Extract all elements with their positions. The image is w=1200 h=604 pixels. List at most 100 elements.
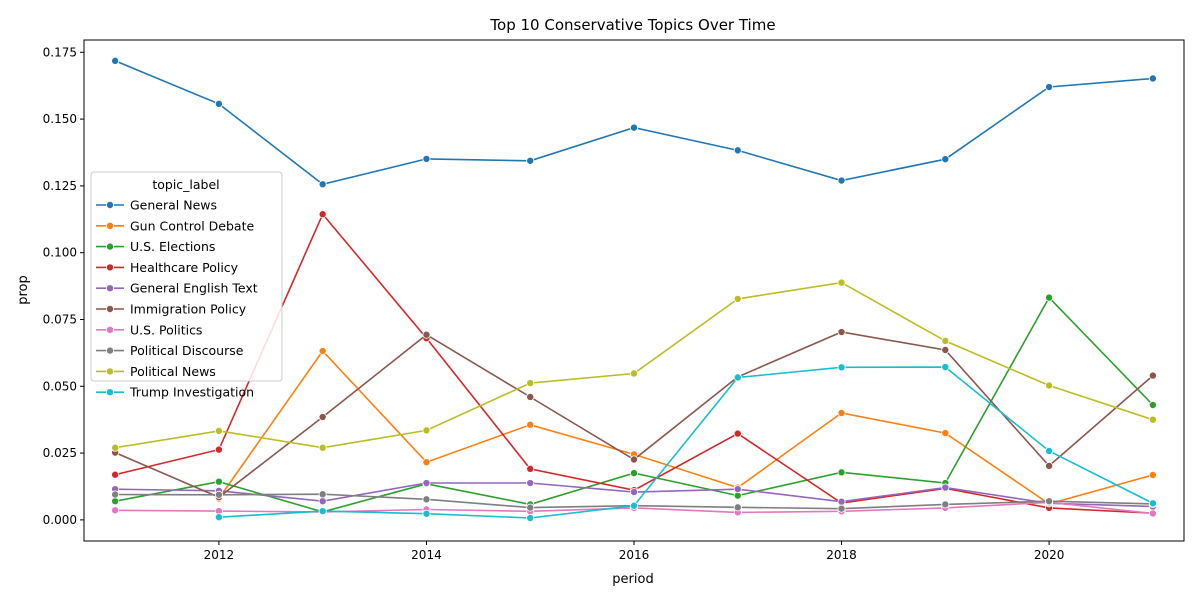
x-tick-label: 2020	[1034, 548, 1065, 562]
series-8	[111, 278, 1157, 452]
data-point	[941, 345, 950, 354]
data-point	[941, 363, 950, 372]
data-point	[837, 497, 846, 506]
data-point	[733, 146, 742, 155]
legend: topic_label General News Gun Control Deba…	[90, 171, 283, 400]
legend-entry: Political Discourse	[96, 343, 244, 358]
legend-swatch-marker	[106, 346, 115, 355]
data-point	[214, 99, 223, 108]
data-point	[111, 497, 120, 506]
data-point	[214, 490, 223, 499]
y-tick-label: 0.075	[43, 312, 77, 326]
data-point	[526, 379, 535, 388]
data-point	[1045, 381, 1054, 390]
legend-label: General News	[130, 198, 217, 213]
data-point	[214, 477, 223, 486]
data-point	[733, 485, 742, 494]
legend-label: Gun Control Debate	[130, 218, 254, 233]
y-tick-label: 0.150	[43, 112, 77, 126]
data-point	[422, 426, 431, 435]
series-line	[218, 349, 1154, 505]
chart-title: Top 10 Conservative Topics Over Time	[489, 16, 775, 34]
data-point	[422, 330, 431, 339]
data-point	[111, 443, 120, 452]
data-point	[837, 468, 846, 477]
legend-swatch-marker	[106, 367, 115, 376]
data-point	[526, 479, 535, 488]
legend-label: Political Discourse	[130, 343, 244, 358]
x-tick-label: 2012	[204, 548, 235, 562]
data-point	[630, 123, 639, 132]
data-point	[422, 479, 431, 488]
legend-swatch-marker	[106, 388, 115, 397]
data-point	[318, 490, 327, 499]
legend-label: Immigration Policy	[130, 302, 247, 317]
data-point	[1148, 371, 1157, 380]
data-point	[941, 500, 950, 509]
data-point	[941, 483, 950, 492]
series-0	[111, 56, 1157, 189]
y-tick-label: 0.000	[43, 513, 77, 527]
data-point	[422, 509, 431, 518]
series-line	[218, 366, 1154, 519]
data-point	[526, 464, 535, 473]
legend-swatch-marker	[106, 242, 115, 251]
x-tick-label: 2016	[619, 548, 650, 562]
data-point	[422, 495, 431, 504]
legend-swatch-marker	[106, 200, 115, 209]
data-point	[318, 507, 327, 516]
x-axis-label: period	[612, 572, 653, 587]
data-point	[1148, 74, 1157, 83]
legend-label: U.S. Elections	[130, 239, 215, 254]
legend-label: General English Text	[130, 281, 258, 296]
legend-entry: Gun Control Debate	[96, 218, 254, 233]
y-tick-label: 0.050	[43, 379, 77, 393]
data-point	[526, 420, 535, 429]
data-point	[630, 469, 639, 478]
data-point	[1148, 509, 1157, 518]
y-axis: 0.000 0.025 0.050 0.075 0.100 0.125 0.150 0.175	[43, 45, 84, 527]
data-point	[111, 56, 120, 65]
data-point	[1045, 497, 1054, 506]
data-point	[526, 392, 535, 401]
data-point	[837, 409, 846, 418]
y-axis-label: prop	[16, 275, 31, 305]
legend-swatch-marker	[106, 304, 115, 313]
legend-title: topic_label	[152, 177, 219, 192]
legend-entry: U.S. Politics	[96, 322, 202, 337]
y-tick-label: 0.175	[43, 45, 77, 59]
legend-swatch-marker	[106, 221, 115, 230]
data-point	[1148, 471, 1157, 480]
legend-entry: General English Text	[96, 281, 258, 296]
data-point	[733, 294, 742, 303]
legend-swatch-marker	[106, 263, 115, 272]
data-point	[1045, 461, 1054, 470]
x-tick-label: 2014	[411, 548, 442, 562]
legend-entry: U.S. Elections	[96, 239, 215, 254]
data-point	[733, 503, 742, 512]
data-point	[733, 429, 742, 438]
data-point	[111, 506, 120, 515]
data-point	[526, 514, 535, 523]
data-point	[837, 363, 846, 372]
legend-swatch-marker	[106, 284, 115, 293]
legend-label: Trump Investigation	[129, 385, 254, 400]
y-tick-label: 0.125	[43, 179, 77, 193]
data-point	[318, 413, 327, 422]
data-point	[1148, 415, 1157, 424]
data-point	[837, 278, 846, 287]
data-point	[630, 488, 639, 497]
series-5	[111, 328, 1157, 502]
data-point	[111, 470, 120, 479]
legend-swatch-marker	[106, 325, 115, 334]
series-9	[214, 363, 1157, 523]
data-point	[111, 490, 120, 499]
series-layer	[111, 56, 1157, 523]
data-point	[1045, 83, 1054, 92]
data-point	[837, 176, 846, 185]
x-axis: 2012 2014 2016 2018 2020	[204, 541, 1065, 562]
data-point	[318, 347, 327, 356]
data-point	[318, 210, 327, 219]
data-point	[526, 156, 535, 165]
